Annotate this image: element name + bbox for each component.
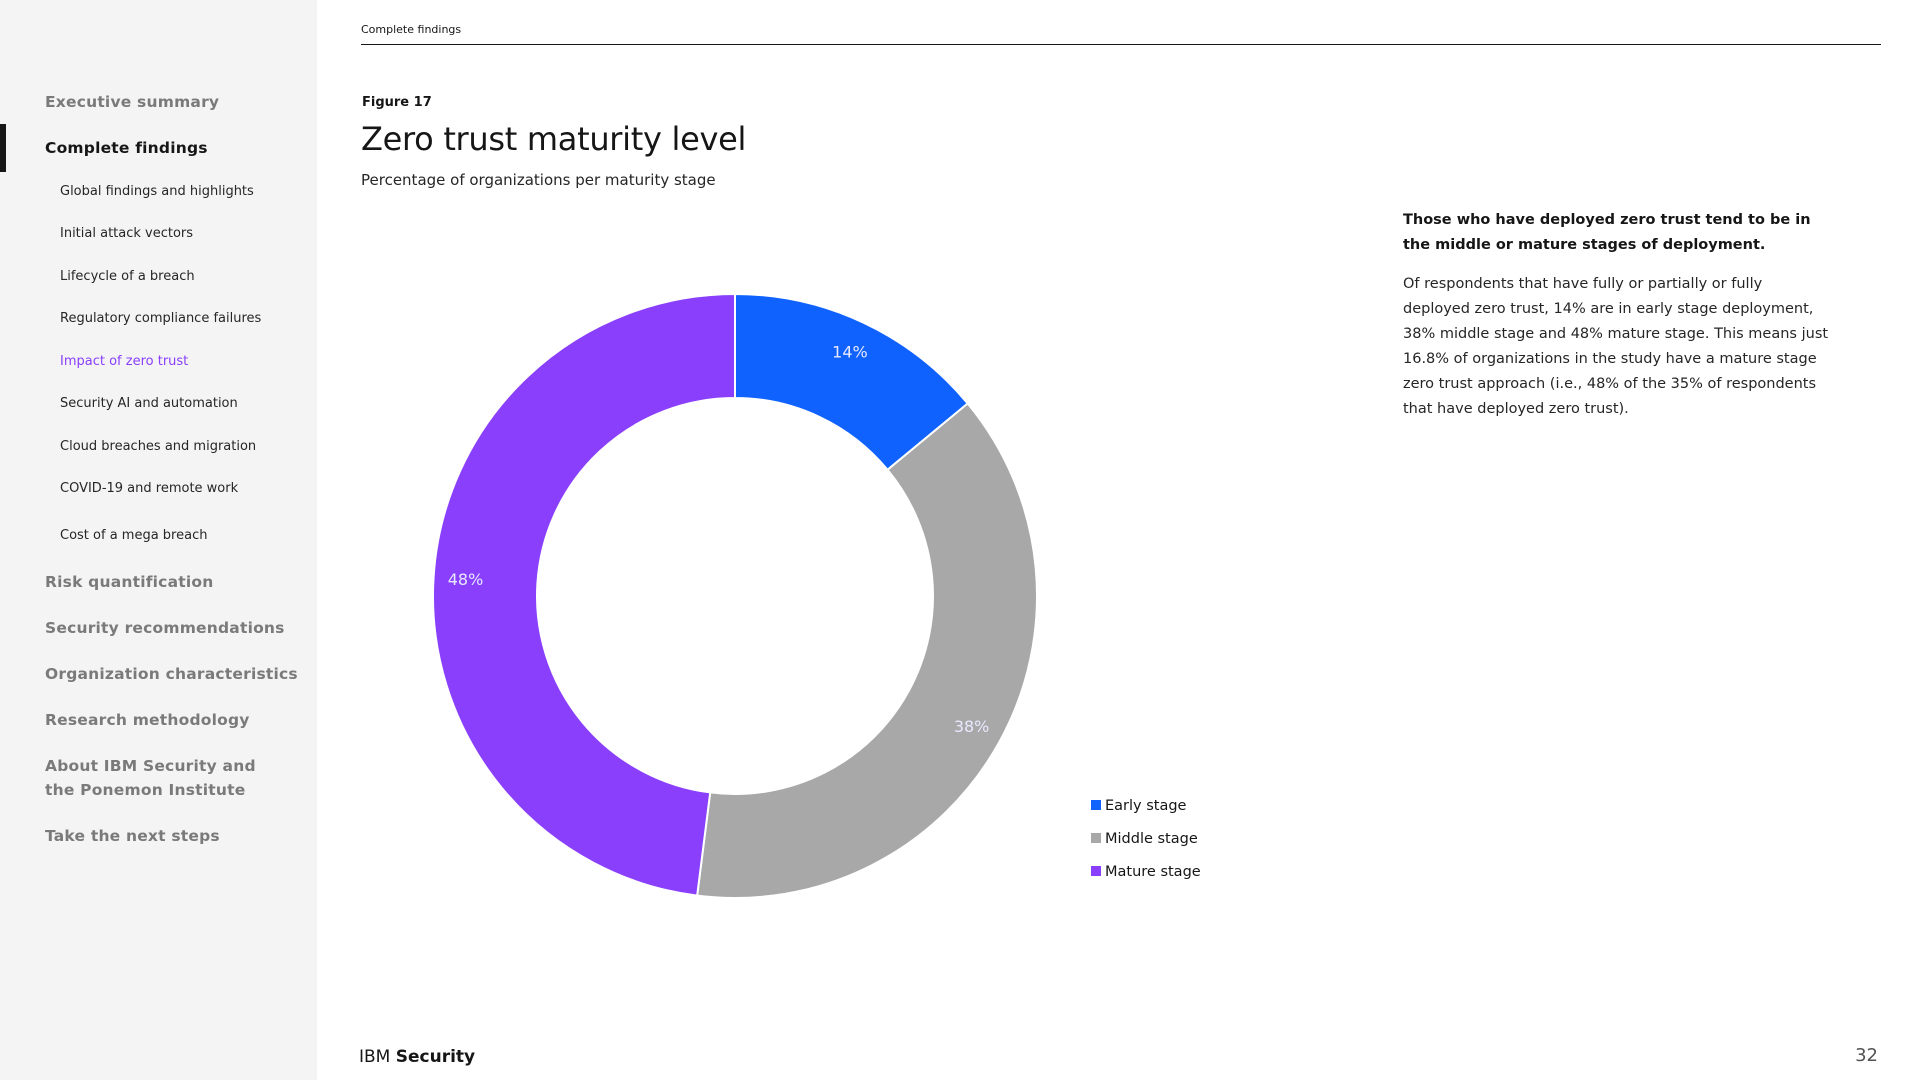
legend-item-middle: Middle stage xyxy=(1091,829,1198,849)
figure-label: Figure 17 xyxy=(362,95,432,110)
sidebar-subitem-regulatory-compliance[interactable]: Regulatory compliance failures xyxy=(60,311,262,326)
sidebar-subitem-initial-attack-vectors[interactable]: Initial attack vectors xyxy=(60,226,194,241)
sidebar-subitem-covid-remote-work[interactable]: COVID-19 and remote work xyxy=(60,481,239,496)
sidebar-item-security-recommendations[interactable]: Security recommendations xyxy=(45,619,285,637)
legend-item-mature: Mature stage xyxy=(1091,862,1201,882)
section-label: Complete findings xyxy=(361,23,462,36)
sidebar-item-executive-summary[interactable]: Executive summary xyxy=(45,93,220,111)
sidebar-item-research-methodology[interactable]: Research methodology xyxy=(45,711,250,729)
sidebar-subitem-global-findings[interactable]: Global findings and highlights xyxy=(60,184,254,199)
legend-swatch-middle xyxy=(1091,833,1101,843)
page-number: 32 xyxy=(1855,1045,1878,1066)
sidebar-nav: Executive summary Complete findings Glob… xyxy=(0,0,317,1080)
sidebar-subitem-security-ai[interactable]: Security AI and automation xyxy=(60,396,238,411)
sidebar-item-risk-quantification[interactable]: Risk quantification xyxy=(45,573,214,591)
ibm-security-logo: IBM Security xyxy=(359,1047,475,1067)
sidebar-subitem-impact-of-zero-trust[interactable]: Impact of zero trust xyxy=(60,354,189,369)
logo-ibm: IBM xyxy=(359,1047,391,1067)
figure-title: Zero trust maturity level xyxy=(361,120,747,158)
sidebar-subitem-lifecycle-of-breach[interactable]: Lifecycle of a breach xyxy=(60,269,195,284)
data-label-middle: 38% xyxy=(954,717,990,736)
sidebar-item-complete-findings[interactable]: Complete findings xyxy=(45,139,208,157)
header-divider xyxy=(361,44,1881,45)
figure-subtitle: Percentage of organizations per maturity… xyxy=(361,171,716,189)
legend-swatch-mature xyxy=(1091,866,1101,876)
note-body: Of respondents that have fully or partia… xyxy=(1403,276,1829,417)
sidebar-item-about-ibm[interactable]: About IBM Security and the Ponemon Insti… xyxy=(45,757,256,799)
active-section-marker xyxy=(0,124,6,172)
donut-slice-mature xyxy=(432,292,736,897)
data-label-early: 14% xyxy=(832,343,868,362)
key-finding-note: Those who have deployed zero trust tend … xyxy=(1403,208,1833,422)
sidebar-subitem-mega-breach[interactable]: Cost of a mega breach xyxy=(60,528,208,543)
legend-label-mature: Mature stage xyxy=(1105,864,1201,880)
donut-slice-middle xyxy=(696,402,1038,899)
data-label-mature: 48% xyxy=(448,570,484,589)
logo-security: Security xyxy=(395,1047,476,1067)
legend-label-middle: Middle stage xyxy=(1105,831,1198,847)
sidebar-item-next-steps[interactable]: Take the next steps xyxy=(45,827,220,845)
legend-swatch-early xyxy=(1091,800,1101,810)
sidebar-subitem-cloud-breaches[interactable]: Cloud breaches and migration xyxy=(60,439,257,454)
sidebar-item-organization-characteristics[interactable]: Organization characteristics xyxy=(45,665,298,683)
legend-label-early: Early stage xyxy=(1105,798,1187,814)
legend-item-early: Early stage xyxy=(1091,796,1186,816)
note-heading: Those who have deployed zero trust tend … xyxy=(1403,212,1811,253)
